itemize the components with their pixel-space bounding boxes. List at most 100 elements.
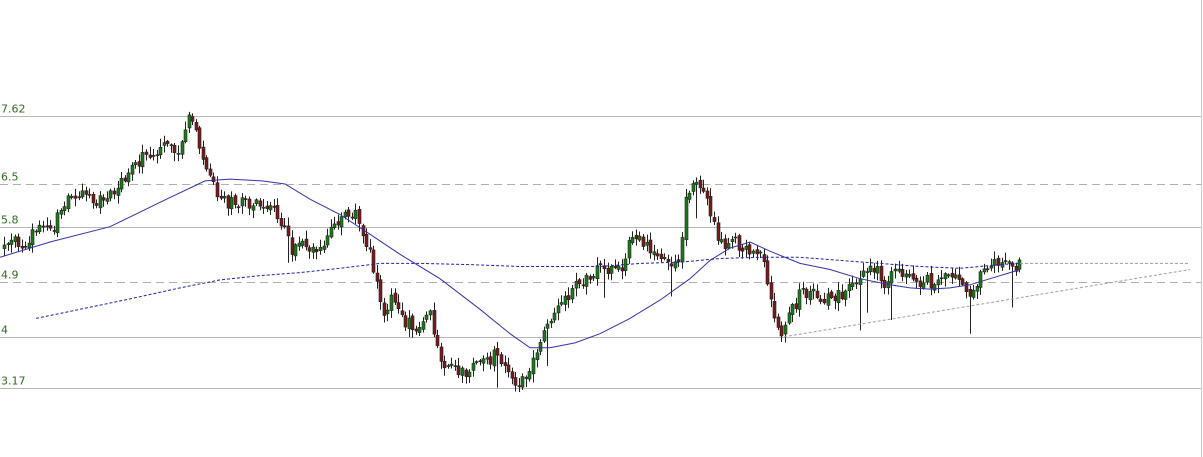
- candle-body-96: [343, 211, 348, 218]
- candle-body-51: [183, 129, 188, 143]
- candle-body-32: [116, 187, 121, 196]
- candle-body-206: [733, 236, 738, 239]
- candle-body-266: [946, 274, 951, 277]
- candle-body-228: [811, 288, 816, 292]
- candle-body-165: [588, 276, 593, 280]
- candle-body-44: [158, 146, 163, 156]
- candle-body-239: [850, 282, 855, 287]
- candle-body-16: [59, 209, 64, 215]
- candle-body-243: [865, 271, 870, 273]
- candle-body-100: [357, 208, 362, 224]
- candle-body-77: [275, 205, 280, 220]
- candle-body-50: [180, 141, 185, 155]
- candle-body-166: [591, 276, 596, 279]
- candle-body-105: [375, 272, 380, 282]
- candle-body-41: [148, 154, 153, 158]
- candle-body-245: [872, 268, 877, 273]
- candle-body-93: [332, 223, 337, 228]
- candle-body-60: [215, 182, 220, 198]
- candle-body-106: [378, 279, 383, 303]
- candle-body-209: [744, 245, 749, 250]
- candle-body-103: [368, 247, 373, 250]
- candle-body-268: [953, 274, 958, 279]
- candle-body-49: [176, 153, 181, 155]
- candle-body-138: [492, 349, 497, 367]
- candle-body-189: [673, 261, 678, 269]
- candle-body-43: [155, 154, 160, 157]
- candle-body-1: [6, 243, 11, 245]
- candle-body-169: [602, 265, 607, 270]
- candle-body-71: [254, 199, 259, 205]
- candle-body-223: [794, 303, 799, 309]
- candle-body-216: [769, 282, 774, 300]
- candle-body-220: [783, 324, 788, 335]
- candle-body-9: [34, 230, 39, 233]
- candle-body-124: [442, 360, 447, 369]
- candle-body-259: [921, 282, 926, 289]
- candle-body-232: [826, 293, 831, 306]
- candle-body-3: [13, 236, 18, 242]
- candle-body-230: [818, 298, 823, 302]
- candle-body-204: [726, 243, 731, 249]
- candle-body-139: [495, 348, 500, 356]
- candle-body-150: [535, 352, 540, 360]
- candle-body-28: [101, 197, 106, 201]
- candle-body-186: [662, 257, 667, 259]
- candle-body-58: [208, 168, 213, 176]
- candle-body-29: [105, 198, 110, 202]
- candle-body-154: [549, 320, 554, 324]
- candle-body-261: [929, 273, 934, 289]
- candle-body-64: [229, 197, 234, 210]
- candle-body-279: [992, 259, 997, 266]
- candle-body-144: [513, 377, 518, 386]
- level-label-0: 7.62: [1, 103, 26, 116]
- candle-body-102: [364, 233, 369, 247]
- candle-body-27: [98, 195, 103, 209]
- candle-body-94: [336, 221, 341, 226]
- support-trendline: [783, 269, 1191, 338]
- candle-body-177: [630, 237, 635, 244]
- candle-body-34: [123, 177, 128, 182]
- candle-body-119: [424, 314, 429, 320]
- candle-body-171: [609, 266, 614, 274]
- candle-body-118: [421, 321, 426, 330]
- candle-body-128: [456, 365, 461, 376]
- candle-body-153: [545, 323, 550, 329]
- candle-body-208: [740, 247, 745, 252]
- candle-body-18: [66, 195, 71, 210]
- candle-body-224: [797, 289, 802, 310]
- candle-body-193: [687, 192, 692, 200]
- candle-body-196: [698, 179, 703, 189]
- candle-body-173: [616, 265, 621, 270]
- candle-body-19: [69, 195, 74, 198]
- candle-body-65: [233, 195, 238, 205]
- candle-body-274: [975, 286, 980, 292]
- candle-body-235: [836, 290, 841, 303]
- candle-body-26: [94, 203, 99, 206]
- candle-body-162: [577, 279, 582, 284]
- candle-body-188: [669, 263, 674, 267]
- candle-body-272: [968, 289, 973, 297]
- candle-body-38: [137, 161, 142, 167]
- candle-body-39: [140, 152, 145, 168]
- candle-body-181: [645, 241, 650, 246]
- candle-body-42: [151, 155, 156, 157]
- candle-body-187: [666, 259, 671, 263]
- candle-body-240: [854, 282, 859, 285]
- candle-body-270: [960, 278, 965, 285]
- candle-body-185: [659, 253, 664, 259]
- candle-body-129: [460, 367, 465, 376]
- candle-body-13: [48, 225, 53, 229]
- candle-body-182: [648, 239, 653, 254]
- candle-body-252: [897, 268, 902, 272]
- candle-body-31: [112, 190, 117, 195]
- candle-body-56: [201, 146, 206, 160]
- candle-body-213: [758, 251, 763, 254]
- candle-body-219: [779, 325, 784, 337]
- candle-body-147: [524, 376, 529, 379]
- candle-body-4: [16, 236, 21, 247]
- candle-body-199: [708, 196, 713, 217]
- candle-body-104: [371, 249, 376, 273]
- level-label-1: 6.5: [1, 171, 19, 184]
